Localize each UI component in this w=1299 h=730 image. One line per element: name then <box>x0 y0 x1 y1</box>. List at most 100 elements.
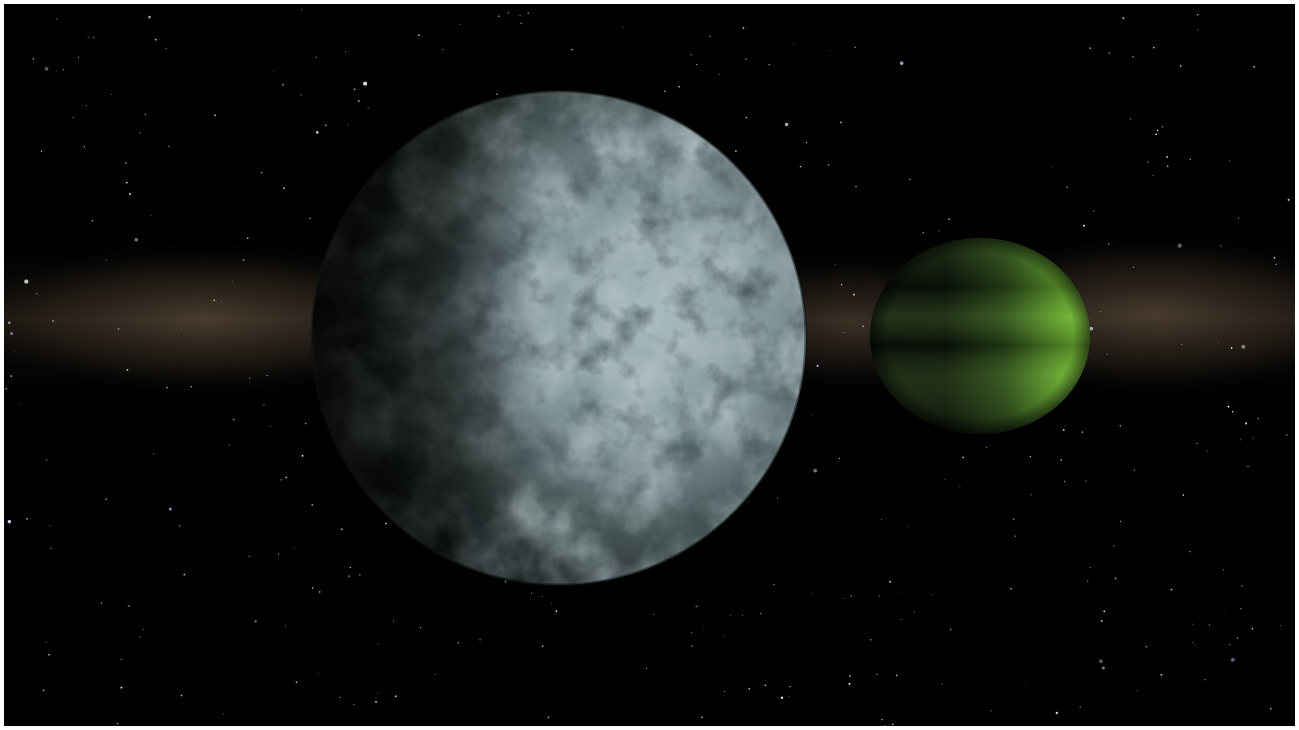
star <box>116 722 119 725</box>
star <box>1132 56 1134 58</box>
star <box>1230 657 1235 662</box>
star <box>1257 417 1259 420</box>
star <box>442 49 444 50</box>
star <box>742 27 745 29</box>
star <box>745 116 748 119</box>
star <box>745 58 747 60</box>
star <box>1166 156 1169 158</box>
star <box>1089 326 1094 331</box>
star <box>1099 311 1102 313</box>
star <box>315 56 317 58</box>
star <box>32 58 35 60</box>
game-viewport[interactable] <box>4 4 1295 726</box>
star <box>690 54 692 56</box>
star <box>948 218 950 220</box>
star <box>789 685 792 688</box>
star <box>1147 161 1149 163</box>
rocky-moon[interactable] <box>310 89 808 587</box>
star <box>1051 166 1054 168</box>
star <box>990 710 992 712</box>
star <box>419 626 422 629</box>
star <box>85 105 88 107</box>
star <box>285 625 287 627</box>
star <box>646 667 648 669</box>
star <box>26 517 28 520</box>
star <box>246 237 249 240</box>
star <box>1030 493 1032 496</box>
star <box>840 121 842 124</box>
gas-planet[interactable] <box>870 238 1090 434</box>
star <box>678 86 680 88</box>
star <box>1240 439 1242 441</box>
star <box>1103 610 1106 613</box>
star <box>1197 29 1199 31</box>
star <box>735 150 737 152</box>
star <box>300 94 302 96</box>
star <box>1225 612 1227 613</box>
star <box>1170 588 1173 591</box>
star <box>353 704 355 706</box>
star <box>168 145 170 148</box>
star <box>496 93 498 95</box>
star <box>1087 580 1089 582</box>
star <box>701 716 703 718</box>
star <box>1177 243 1182 248</box>
star <box>105 259 107 261</box>
star <box>315 131 319 134</box>
star <box>1025 684 1026 686</box>
star <box>126 368 129 371</box>
star <box>214 114 216 117</box>
star <box>1085 480 1087 482</box>
star <box>949 35 951 37</box>
star <box>340 528 343 531</box>
star <box>722 635 724 637</box>
star <box>232 418 235 421</box>
star <box>1012 518 1015 520</box>
star <box>232 280 233 282</box>
star <box>889 580 891 583</box>
star <box>280 479 282 481</box>
star <box>664 90 666 93</box>
star <box>507 12 509 14</box>
star <box>377 643 379 645</box>
star <box>1189 551 1191 553</box>
star <box>520 22 523 25</box>
star <box>434 673 436 675</box>
star <box>1152 174 1154 177</box>
star <box>1132 266 1135 268</box>
star <box>283 187 285 190</box>
star <box>165 47 167 50</box>
star <box>344 51 346 53</box>
star <box>840 284 843 286</box>
star <box>301 454 304 457</box>
star <box>1227 405 1230 408</box>
star <box>1063 480 1066 483</box>
star <box>907 525 909 527</box>
star <box>273 70 275 72</box>
star <box>1196 13 1199 16</box>
star <box>1064 425 1066 427</box>
star <box>220 301 222 302</box>
star <box>1182 494 1185 496</box>
star <box>1155 133 1157 136</box>
star <box>357 100 360 102</box>
star <box>125 181 128 184</box>
star <box>91 220 94 222</box>
star <box>127 605 130 608</box>
star <box>695 605 698 608</box>
star <box>730 614 731 616</box>
star <box>459 23 461 26</box>
star <box>900 618 902 621</box>
star <box>541 595 543 597</box>
star <box>263 404 265 406</box>
star <box>168 507 172 511</box>
star <box>1279 625 1281 627</box>
star <box>13 350 15 352</box>
star <box>1275 263 1278 266</box>
star <box>780 696 784 699</box>
star <box>1108 243 1110 245</box>
star <box>56 18 58 20</box>
star <box>764 684 767 687</box>
star <box>843 332 845 334</box>
star <box>153 453 155 455</box>
